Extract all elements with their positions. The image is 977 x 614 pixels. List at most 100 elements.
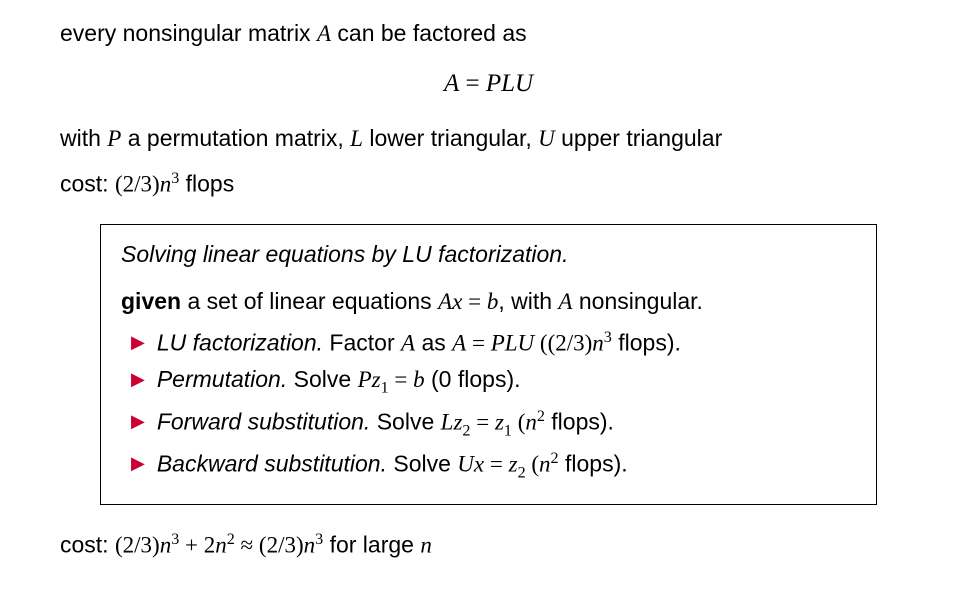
intro-suffix: can be factored as (331, 20, 527, 46)
step2-cost: (0 flops). (425, 366, 521, 392)
cost2-approx: ≈ (235, 532, 259, 557)
cost1-frac: 2/3 (123, 172, 152, 197)
cost2-forlarge: for large (323, 531, 420, 557)
algo-step-4: ▶ Backward substitution. Solve Ux = z2 (… (131, 448, 856, 484)
step2-text: Permutation. Solve Pz1 = b (0 flops). (157, 364, 856, 399)
algo-step-3: ▶ Forward substitution. Solve Lz2 = z1 (… (131, 406, 856, 442)
desc-p: a permutation matrix, (121, 125, 350, 151)
given-bold: given (121, 288, 181, 314)
desc-P: P (107, 126, 121, 151)
step2-pre: Solve (287, 366, 357, 392)
cost-line-1: cost: (2/3)n3 flops (60, 168, 917, 200)
main-equation: A = PLU (60, 67, 917, 101)
cost2-close2: ) (296, 532, 304, 557)
step3-exp: 2 (537, 408, 545, 425)
step4-eq: = (484, 451, 508, 476)
step3-pre: Solve (370, 408, 440, 434)
cost2-exp3: 3 (315, 531, 323, 548)
cost-line-2: cost: (2/3)n3 + 2n2 ≈ (2/3)n3 for large … (60, 529, 917, 561)
step3-m3: z (495, 409, 504, 434)
step1-pre: Factor (323, 329, 401, 355)
slide-content: every nonsingular matrix A can be factor… (0, 0, 977, 560)
desc-l: lower triangular, (363, 125, 538, 151)
step1-name: LU factorization. (157, 329, 323, 355)
step3-m1: L (441, 409, 454, 434)
desc-prefix: with (60, 125, 107, 151)
cost2-open1: ( (115, 532, 123, 557)
step4-pre: Solve (387, 450, 457, 476)
desc-U: U (538, 126, 555, 151)
step2-m3: b (413, 367, 425, 392)
step3-costopen: ( (512, 409, 525, 434)
cost2-exp2: 2 (227, 531, 235, 548)
step1-m2: A (452, 330, 466, 355)
given-b: b (487, 289, 499, 314)
step4-sub2: 2 (518, 464, 526, 481)
step1-n: n (592, 330, 604, 355)
cost2-plus: + 2 (179, 532, 215, 557)
cost2-close1: ) (152, 532, 160, 557)
given-A2: A (558, 289, 572, 314)
cost1-n: n (160, 172, 172, 197)
eq-rhs: PLU (486, 70, 533, 97)
step1-mid1: as (415, 329, 452, 355)
algo-given: given a set of linear equations Ax = b, … (121, 286, 856, 317)
step1-exp: 3 (604, 329, 612, 346)
cost1-close: ) (152, 172, 160, 197)
cost2-n4: n (420, 532, 432, 557)
step1-m1: A (401, 330, 415, 355)
intro-line: every nonsingular matrix A can be factor… (60, 18, 917, 49)
cost2-frac1: 2/3 (123, 532, 152, 557)
step4-m3: z (509, 451, 518, 476)
bullet-icon: ▶ (131, 406, 145, 436)
given-A: A (438, 289, 452, 314)
step3-flops: flops). (545, 408, 614, 434)
algorithm-box: Solving linear equations by LU factoriza… (100, 224, 877, 505)
desc-u: upper triangular (555, 125, 723, 151)
eq-lhs: A (444, 70, 459, 97)
algo-step-2: ▶ Permutation. Solve Pz1 = b (0 flops). (131, 364, 856, 399)
step3-eq: = (470, 409, 494, 434)
step1-costopen: (( (534, 330, 555, 355)
given-eq: = (462, 289, 486, 314)
eq-equals: = (459, 70, 486, 97)
step4-flops: flops). (559, 450, 628, 476)
cost2-n3: n (304, 532, 316, 557)
step1-text: LU factorization. Factor A as A = PLU ((… (157, 327, 856, 359)
algo-title: Solving linear equations by LU factoriza… (121, 239, 856, 270)
bullet-icon: ▶ (131, 448, 145, 478)
step4-n: n (539, 451, 551, 476)
step4-m1: U (457, 451, 474, 476)
intro-prefix: every nonsingular matrix (60, 20, 317, 46)
step4-m2: x (474, 451, 484, 476)
cost1-open: ( (115, 172, 123, 197)
given-pre: a set of linear equations (181, 288, 438, 314)
algo-step-1: ▶ LU factorization. Factor A as A = PLU … (131, 327, 856, 359)
step2-sub: 1 (381, 380, 389, 397)
step4-name: Backward substitution. (157, 450, 387, 476)
step3-name: Forward substitution. (157, 408, 370, 434)
cost2-frac2: 2/3 (267, 532, 296, 557)
step4-text: Backward substitution. Solve Ux = z2 (n2… (157, 448, 856, 484)
cost2-n2: n (215, 532, 227, 557)
given-mid: , with (498, 288, 558, 314)
step3-sub2: 1 (504, 422, 512, 439)
desc-line: with P a permutation matrix, L lower tri… (60, 123, 917, 154)
step1-eq: = (466, 330, 490, 355)
bullet-icon: ▶ (131, 364, 145, 394)
step2-m1: P (358, 367, 372, 392)
cost2-n1: n (160, 532, 172, 557)
given-x: x (452, 289, 462, 314)
step1-frac: 2/3 (555, 330, 584, 355)
given-post: nonsingular. (572, 288, 702, 314)
step2-m2: z (372, 367, 381, 392)
cost2-label: cost: (60, 531, 115, 557)
intro-A: A (317, 21, 331, 46)
cost2-open2: ( (259, 532, 267, 557)
bullet-icon: ▶ (131, 327, 145, 357)
step2-name: Permutation. (157, 366, 287, 392)
desc-L: L (350, 126, 363, 151)
step3-n: n (525, 409, 537, 434)
step3-text: Forward substitution. Solve Lz2 = z1 (n2… (157, 406, 856, 442)
cost1-flops: flops (179, 171, 234, 197)
